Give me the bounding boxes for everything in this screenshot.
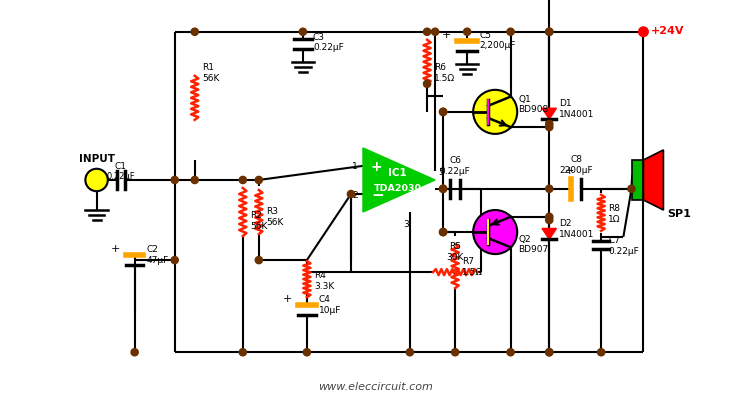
Circle shape <box>546 217 553 224</box>
Circle shape <box>546 186 553 193</box>
Circle shape <box>406 349 413 356</box>
Text: R1
56K: R1 56K <box>202 63 219 82</box>
Circle shape <box>546 29 553 36</box>
Text: IC1: IC1 <box>388 167 407 177</box>
Circle shape <box>546 349 553 356</box>
Text: Q2
BD907: Q2 BD907 <box>518 235 549 254</box>
Text: C6
0.22μF: C6 0.22μF <box>440 156 470 175</box>
Text: C4
10μF: C4 10μF <box>319 295 341 314</box>
Circle shape <box>452 349 459 356</box>
Text: 0.22μF: 0.22μF <box>106 171 135 180</box>
Circle shape <box>171 177 178 184</box>
Text: +24V: +24V <box>650 26 684 36</box>
Text: Q1
BD908: Q1 BD908 <box>518 95 549 114</box>
Text: R7
1.5Ω: R7 1.5Ω <box>462 257 484 276</box>
Circle shape <box>424 29 430 36</box>
Text: R2
56K: R2 56K <box>250 211 268 230</box>
Circle shape <box>507 29 515 36</box>
Circle shape <box>191 29 198 36</box>
Text: C8
2200μF: C8 2200μF <box>560 155 593 174</box>
Circle shape <box>546 214 553 221</box>
Text: C2
47μF: C2 47μF <box>147 245 169 264</box>
Text: +: + <box>283 294 292 304</box>
Text: 2: 2 <box>352 190 358 199</box>
Circle shape <box>440 229 447 236</box>
Circle shape <box>440 109 447 116</box>
Text: +: + <box>565 165 574 175</box>
Circle shape <box>303 349 310 356</box>
Circle shape <box>546 121 553 128</box>
Circle shape <box>507 349 515 356</box>
Text: R4
3.3K: R4 3.3K <box>314 271 334 290</box>
Circle shape <box>171 257 178 264</box>
Text: D2
1N4001: D2 1N4001 <box>560 219 595 238</box>
Circle shape <box>431 29 439 36</box>
Circle shape <box>546 349 553 356</box>
Text: INPUT: INPUT <box>79 154 115 164</box>
Text: +: + <box>110 244 120 254</box>
Text: C7
0.22μF: C7 0.22μF <box>608 235 639 255</box>
FancyBboxPatch shape <box>632 160 644 200</box>
Text: C3
0.22μF: C3 0.22μF <box>313 33 344 52</box>
Text: C1: C1 <box>115 162 127 171</box>
Polygon shape <box>542 229 556 240</box>
Circle shape <box>239 177 247 184</box>
Text: R5
30K: R5 30K <box>446 242 464 261</box>
Text: R3
56K: R3 56K <box>266 207 284 226</box>
Circle shape <box>86 169 108 192</box>
Circle shape <box>255 177 262 184</box>
Text: www.eleccircuit.com: www.eleccircuit.com <box>317 381 433 391</box>
Circle shape <box>299 29 307 36</box>
Circle shape <box>424 81 430 88</box>
Text: 3: 3 <box>404 220 409 229</box>
Circle shape <box>440 229 447 236</box>
Polygon shape <box>644 150 664 211</box>
Circle shape <box>473 211 518 255</box>
Circle shape <box>464 29 471 36</box>
Circle shape <box>131 349 138 356</box>
Text: TDA2030: TDA2030 <box>374 184 422 193</box>
Text: R8
1Ω: R8 1Ω <box>608 204 621 223</box>
Circle shape <box>440 109 447 116</box>
Text: 5: 5 <box>438 167 444 176</box>
Text: R6
1.5Ω: R6 1.5Ω <box>434 63 455 82</box>
Circle shape <box>473 91 518 135</box>
Circle shape <box>440 186 447 193</box>
Text: D1
1N4001: D1 1N4001 <box>560 99 595 118</box>
Polygon shape <box>363 148 435 213</box>
Circle shape <box>347 191 355 198</box>
Text: −: − <box>371 187 384 202</box>
Text: 4: 4 <box>438 185 444 194</box>
Circle shape <box>191 177 198 184</box>
Circle shape <box>440 186 447 193</box>
Polygon shape <box>542 109 556 120</box>
Circle shape <box>546 124 553 132</box>
Circle shape <box>598 349 604 356</box>
Text: SP1: SP1 <box>668 209 692 219</box>
Circle shape <box>255 257 262 264</box>
Text: C5
2,200μF: C5 2,200μF <box>479 31 515 51</box>
Text: +: + <box>442 30 451 40</box>
Circle shape <box>638 28 648 37</box>
Text: 1: 1 <box>352 162 358 171</box>
Circle shape <box>239 349 247 356</box>
Text: +: + <box>371 160 382 174</box>
Circle shape <box>628 186 635 193</box>
Circle shape <box>546 29 553 36</box>
